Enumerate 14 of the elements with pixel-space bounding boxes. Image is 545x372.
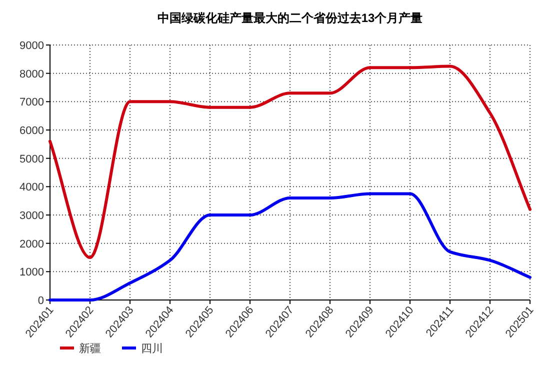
- y-tick-label: 0: [38, 295, 44, 307]
- y-tick-label: 6000: [20, 125, 44, 137]
- chart-title: 中国绿碳化硅产量最大的二个省份过去13个月产量: [157, 11, 423, 25]
- y-tick-label: 9000: [20, 40, 44, 52]
- legend-label: 新疆: [79, 342, 101, 355]
- y-tick-label: 7000: [20, 96, 44, 109]
- y-tick-label: 5000: [20, 153, 44, 166]
- y-tick-label: 3000: [20, 210, 44, 222]
- y-tick-label: 1000: [20, 266, 44, 279]
- legend-label: 四川: [141, 342, 163, 355]
- y-tick-label: 4000: [20, 182, 44, 194]
- line-series: [48, 64, 532, 259]
- y-tick-label: 8000: [20, 68, 44, 80]
- y-tick-label: 2000: [20, 238, 44, 250]
